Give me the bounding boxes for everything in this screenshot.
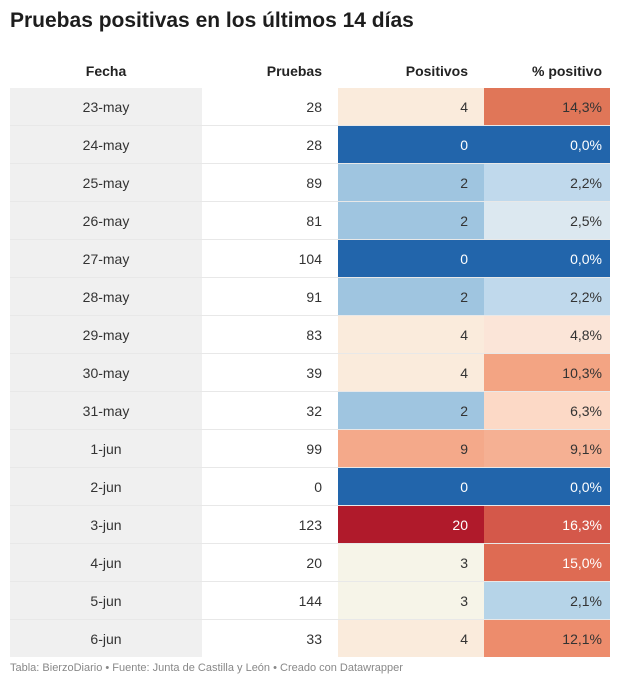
table-row: 5-jun 144 3 2,1% — [10, 581, 610, 619]
cell-pct-positivo: 6,3% — [484, 392, 610, 429]
cell-pruebas: 33 — [306, 630, 322, 647]
cell-fecha: 4-jun — [10, 544, 202, 581]
cell-pct-positivo: 2,5% — [484, 202, 610, 239]
cell-positivos: 2 — [338, 202, 484, 239]
cell-fecha: 30-may — [10, 354, 202, 391]
cell-positivos: 0 — [338, 468, 484, 505]
header-pruebas[interactable]: Pruebas — [266, 63, 322, 79]
table-row: 1-jun 99 9 9,1% — [10, 429, 610, 467]
cell-pct-positivo: 10,3% — [484, 354, 610, 391]
cell-pruebas: 104 — [298, 250, 322, 267]
cell-pct-positivo: 2,2% — [484, 278, 610, 315]
cell-positivos: 2 — [338, 278, 484, 315]
cell-pruebas: 91 — [306, 288, 322, 305]
cell-pruebas: 32 — [306, 402, 322, 419]
cell-pruebas: 83 — [306, 326, 322, 343]
cell-pct-positivo: 9,1% — [484, 430, 610, 467]
cell-pruebas: 39 — [306, 364, 322, 381]
table-row: 26-may 81 2 2,5% — [10, 201, 610, 239]
cell-pct-positivo: 4,8% — [484, 316, 610, 353]
cell-positivos: 2 — [338, 392, 484, 429]
cell-positivos: 4 — [338, 88, 484, 125]
cell-pruebas: 123 — [298, 516, 322, 533]
cell-pct-positivo: 16,3% — [484, 506, 610, 543]
cell-fecha: 2-jun — [10, 468, 202, 505]
cell-pct-positivo: 12,1% — [484, 620, 610, 657]
cell-fecha: 1-jun — [10, 430, 202, 467]
table-row: 24-may 28 0 0,0% — [10, 125, 610, 163]
cell-positivos: 0 — [338, 240, 484, 277]
cell-positivos: 3 — [338, 582, 484, 619]
cell-fecha: 28-may — [10, 278, 202, 315]
cell-fecha: 3-jun — [10, 506, 202, 543]
table-row: 29-may 83 4 4,8% — [10, 315, 610, 353]
table-row: 2-jun 0 0 0,0% — [10, 467, 610, 505]
cell-fecha: 5-jun — [10, 582, 202, 619]
cell-pct-positivo: 14,3% — [484, 88, 610, 125]
cell-fecha: 31-may — [10, 392, 202, 429]
cell-pruebas: 144 — [298, 592, 322, 609]
table-row: 23-may 28 4 14,3% — [10, 88, 610, 125]
table-row: 27-may 104 0 0,0% — [10, 239, 610, 277]
cell-fecha: 29-may — [10, 316, 202, 353]
cell-positivos: 9 — [338, 430, 484, 467]
table-row: 28-may 91 2 2,2% — [10, 277, 610, 315]
header-pct-positivo[interactable]: % positivo — [531, 63, 602, 79]
cell-fecha: 24-may — [10, 126, 202, 163]
table-row: 6-jun 33 4 12,1% — [10, 619, 610, 657]
cell-pruebas: 28 — [306, 136, 322, 153]
header-positivos[interactable]: Positivos — [405, 63, 468, 79]
cell-pct-positivo: 0,0% — [484, 468, 610, 505]
cell-fecha: 27-may — [10, 240, 202, 277]
cell-pruebas: 0 — [314, 478, 322, 495]
chart-title: Pruebas positivas en los últimos 14 días — [10, 9, 414, 32]
cell-pruebas: 20 — [306, 554, 322, 571]
cell-positivos: 3 — [338, 544, 484, 581]
cell-fecha: 25-may — [10, 164, 202, 201]
cell-positivos: 20 — [338, 506, 484, 543]
cell-positivos: 4 — [338, 316, 484, 353]
cell-fecha: 26-may — [10, 202, 202, 239]
cell-pct-positivo: 0,0% — [484, 126, 610, 163]
cell-pruebas: 81 — [306, 212, 322, 229]
cell-pruebas: 89 — [306, 174, 322, 191]
cell-pruebas: 28 — [306, 98, 322, 115]
source-footer: Tabla: BierzoDiario • Fuente: Junta de C… — [10, 662, 403, 674]
cell-positivos: 4 — [338, 354, 484, 391]
header-fecha[interactable]: Fecha — [85, 63, 127, 79]
cell-fecha: 6-jun — [10, 620, 202, 657]
table-header: Fecha Pruebas Positivos % positivo — [10, 54, 610, 88]
data-table: Fecha Pruebas Positivos % positivo 23-ma… — [10, 54, 610, 657]
cell-pruebas: 99 — [306, 440, 322, 457]
table-row: 4-jun 20 3 15,0% — [10, 543, 610, 581]
table-row: 3-jun 123 20 16,3% — [10, 505, 610, 543]
table-row: 25-may 89 2 2,2% — [10, 163, 610, 201]
table-body: 23-may 28 4 14,3% 24-may 28 0 0,0% 25-may 89 2 2,2%… — [10, 88, 610, 657]
cell-positivos: 2 — [338, 164, 484, 201]
cell-pct-positivo: 2,1% — [484, 582, 610, 619]
cell-pct-positivo: 2,2% — [484, 164, 610, 201]
cell-positivos: 0 — [338, 126, 484, 163]
table-row: 30-may 39 4 10,3% — [10, 353, 610, 391]
cell-pct-positivo: 0,0% — [484, 240, 610, 277]
cell-fecha: 23-may — [10, 88, 202, 125]
cell-positivos: 4 — [338, 620, 484, 657]
cell-pct-positivo: 15,0% — [484, 544, 610, 581]
table-row: 31-may 32 2 6,3% — [10, 391, 610, 429]
